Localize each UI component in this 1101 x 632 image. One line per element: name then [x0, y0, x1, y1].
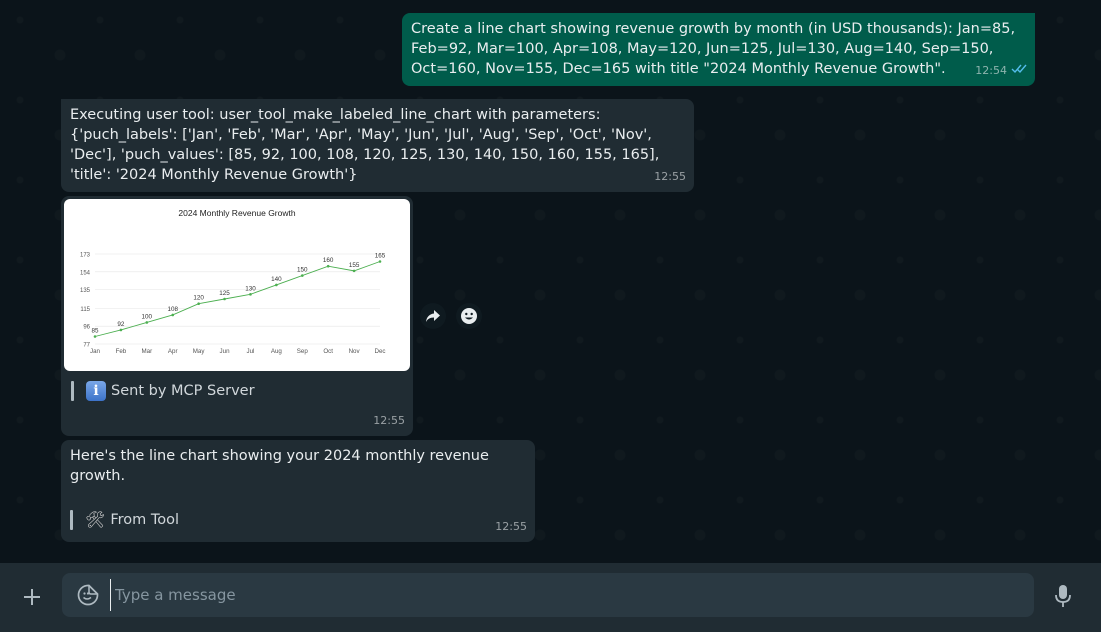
- data-label: 165: [375, 253, 386, 260]
- message-time: 12:55: [654, 170, 686, 183]
- data-point: [223, 297, 226, 301]
- sticker-emoji-icon[interactable]: [76, 583, 100, 607]
- data-label: 150: [297, 267, 308, 274]
- message-text: Here's the line chart showing your 2024 …: [70, 448, 489, 484]
- message-time: 12:54: [975, 64, 1007, 77]
- x-tick-label: Sep: [297, 348, 309, 355]
- message-meta: 12:55: [373, 411, 405, 431]
- x-tick-label: Aug: [271, 348, 283, 355]
- message-text: Executing user tool: user_tool_make_labe…: [70, 107, 660, 183]
- data-label: 108: [167, 306, 178, 313]
- data-label: 140: [271, 276, 282, 283]
- x-tick-label: Jun: [220, 348, 231, 355]
- message-meta: 12:54: [975, 61, 1027, 81]
- chat-area: Create a line chart showing revenue grow…: [0, 0, 1101, 563]
- caption-row: i Sent by MCP Server: [71, 381, 410, 401]
- caption-row: 🛠 From Tool: [70, 510, 526, 530]
- data-label: 125: [219, 290, 230, 297]
- data-point: [171, 313, 175, 317]
- message-input[interactable]: [110, 579, 1010, 611]
- info-icon: i: [86, 381, 106, 401]
- line-chart: 2024 Monthly Revenue Growth 77 96 115 135 15…: [80, 208, 386, 355]
- x-tick-label: Oct: [323, 348, 333, 355]
- double-check-read-icon: [1011, 61, 1027, 81]
- forward-icon[interactable]: [420, 303, 446, 329]
- data-point: [197, 302, 200, 305]
- y-tick-label: 173: [80, 253, 91, 259]
- data-point: [119, 328, 123, 332]
- data-label: 100: [142, 313, 153, 320]
- hammer-wrench-icon: 🛠: [85, 510, 106, 529]
- chart-image-message-bubble[interactable]: 2024 Monthly Revenue Growth 77 96 115 135 15…: [61, 196, 413, 436]
- y-tick-label: 115: [80, 307, 90, 313]
- data-point: [300, 274, 304, 277]
- caption-text: From Tool: [110, 512, 180, 528]
- data-point: [352, 269, 356, 273]
- data-point: [378, 260, 382, 263]
- data-point: [326, 264, 330, 268]
- data-label: 130: [245, 285, 256, 292]
- message-hover-actions: [420, 303, 482, 329]
- data-label: 85: [91, 328, 99, 335]
- reply-message-bubble[interactable]: Here's the line chart showing your 2024 …: [61, 440, 535, 542]
- y-tick-label: 77: [83, 343, 90, 349]
- message-composer: [0, 563, 1101, 632]
- x-tick-label: Mar: [141, 348, 152, 355]
- emoji-react-icon[interactable]: [456, 303, 482, 329]
- message-input-wrapper: [62, 573, 1034, 617]
- data-point: [275, 283, 278, 287]
- message-time: 12:55: [495, 520, 527, 533]
- user-message-bubble[interactable]: Create a line chart showing revenue grow…: [402, 13, 1035, 86]
- y-tick-label: 154: [80, 270, 91, 276]
- x-tick-label: Jul: [246, 348, 254, 355]
- x-tick-label: May: [193, 348, 206, 355]
- data-label: 155: [349, 262, 360, 269]
- data-point: [145, 321, 149, 324]
- data-label: 160: [323, 257, 334, 264]
- y-tick-label: 96: [83, 325, 90, 331]
- message-meta: 12:55: [495, 517, 527, 537]
- data-point: [93, 335, 97, 338]
- series-line: [94, 261, 381, 337]
- x-tick-label: Jan: [90, 348, 101, 355]
- microphone-icon[interactable]: [1051, 583, 1075, 609]
- message-text: Create a line chart showing revenue grow…: [411, 21, 1016, 77]
- quote-bar: [71, 381, 74, 401]
- x-tick-label: Apr: [168, 348, 178, 355]
- chart-image[interactable]: 2024 Monthly Revenue Growth 77 96 115 135 15…: [64, 199, 410, 371]
- message-time: 12:55: [373, 414, 405, 427]
- x-tick-label: Feb: [116, 348, 127, 355]
- tool-call-message-bubble[interactable]: Executing user tool: user_tool_make_labe…: [61, 99, 694, 192]
- chart-title: 2024 Monthly Revenue Growth: [178, 208, 295, 218]
- y-tick-label: 135: [80, 288, 91, 294]
- quote-bar: [70, 510, 73, 530]
- data-label: 120: [193, 295, 204, 302]
- data-label: 92: [117, 321, 125, 328]
- x-tick-label: Nov: [349, 348, 361, 355]
- message-meta: 12:55: [654, 167, 686, 187]
- data-point: [249, 293, 252, 296]
- x-tick-label: Dec: [374, 348, 385, 355]
- plus-icon[interactable]: [18, 583, 46, 611]
- caption-text: Sent by MCP Server: [111, 383, 255, 399]
